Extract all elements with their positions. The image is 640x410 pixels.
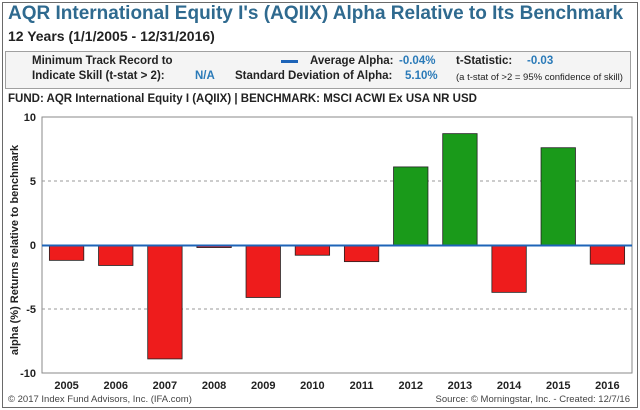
x-tick-label: 2010 [300, 380, 324, 392]
std-dev-value: 5.10% [405, 70, 438, 82]
x-tick-label: 2012 [399, 380, 423, 392]
y-tick-label: 10 [24, 112, 36, 124]
t-statistic-value: -0.03 [527, 55, 554, 67]
y-tick-label: 5 [30, 176, 36, 188]
x-tick-label: 2011 [350, 380, 374, 392]
bars [48, 133, 626, 360]
x-tick-label: 2006 [104, 380, 128, 392]
bar-2014 [491, 244, 527, 293]
bar-2009 [245, 244, 281, 298]
x-tick-label: 2015 [546, 380, 570, 392]
y-axis-label: alpha (%) Returns relative to benchmark [9, 144, 21, 355]
x-tick-label: 2007 [153, 380, 177, 392]
bar-2005 [48, 244, 85, 261]
stats-box: Minimum Track Record to Indicate Skill (… [5, 51, 631, 89]
y-tick-label: -10 [20, 368, 36, 380]
bar-2006 [98, 244, 134, 266]
bar-2011 [343, 244, 380, 263]
average-line-layer [42, 244, 632, 247]
y-tick-label: -5 [26, 304, 36, 316]
footer-source: Source: © Morningstar, Inc. - Created: 1… [435, 394, 630, 405]
bar-2012 [393, 166, 429, 246]
y-tick-label: 0 [30, 240, 36, 252]
x-tick-label: 2008 [202, 380, 226, 392]
average-alpha-label: Average Alpha: [310, 55, 394, 67]
track-record-label-1: Minimum Track Record to [32, 55, 173, 67]
axes: 10 5 0 -5 -10 2005 2006 2007 2008 2009 2010 2011 201… [20, 112, 620, 392]
t-stat-note: (a t-stat of >2 = 95% confidence of skil… [456, 72, 623, 83]
x-tick-label: 2005 [54, 380, 78, 392]
fund-benchmark-line: FUND: AQR International Equity I (AQIIX)… [8, 93, 477, 105]
footer-copyright: © 2017 Index Fund Advisors, Inc. (IFA.co… [8, 394, 192, 405]
average-alpha-legend-line [281, 60, 298, 63]
x-tick-label: 2014 [497, 380, 522, 392]
chart-subtitle: 12 Years (1/1/2005 - 12/31/2016) [8, 28, 215, 44]
x-tick-label: 2013 [448, 380, 472, 392]
bar-2016 [589, 244, 626, 265]
track-record-label-2: Indicate Skill (t-stat > 2): [32, 70, 165, 82]
t-statistic-label: t-Statistic: [456, 55, 513, 67]
chart-title: AQR International Equity I's (AQIIX) Alp… [8, 3, 624, 24]
std-dev-label: Standard Deviation of Alpha: [235, 70, 393, 82]
bar-2013 [442, 133, 478, 246]
average-alpha-value: -0.04% [399, 55, 436, 67]
bar-2010 [294, 244, 331, 256]
x-tick-label: 2016 [595, 380, 619, 392]
bar-2007 [147, 244, 183, 360]
bar-2015 [540, 147, 576, 246]
x-tick-label: 2009 [251, 380, 275, 392]
track-record-value: N/A [195, 70, 215, 82]
